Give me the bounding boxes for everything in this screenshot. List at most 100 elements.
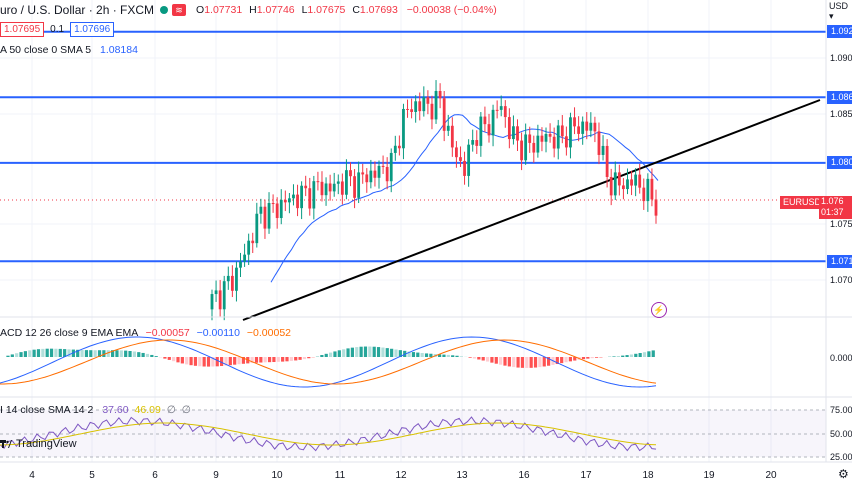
macd-histogram-bar (76, 349, 80, 357)
macd-histogram-bar (438, 354, 442, 357)
macd-histogram-bar (411, 352, 416, 357)
macd-histogram-bar (263, 357, 267, 363)
candle-body (279, 199, 283, 219)
macd-histogram-bar (6, 355, 10, 357)
macd-histogram-bar (390, 348, 394, 357)
buy-price-button[interactable]: 1.07696 (70, 22, 115, 37)
x-tick-label: 20 (765, 470, 777, 481)
candle-body (230, 275, 234, 291)
ohlc-values: O1.07731 H1.07746 L1.07675 C1.07693 −0.0… (196, 4, 497, 16)
candle-body (524, 134, 528, 161)
macd-histogram-bar (499, 357, 503, 365)
macd-histogram-bar (350, 347, 354, 357)
candle-body (540, 135, 544, 142)
macd-histogram-bar (555, 357, 559, 365)
tradingview-logo[interactable]: TradingView (0, 438, 77, 450)
macd-histogram-bar (629, 354, 634, 357)
macd-histogram-bar (58, 348, 62, 357)
macd-histogram-bar (372, 346, 376, 357)
macd-histogram-bar (124, 350, 128, 357)
macd-legend[interactable]: ACD 12 26 close 9 EMA EMA −0.00057 −0.00… (0, 327, 291, 339)
rsi-legend[interactable]: I 14 close SMA 14 2 37.60 46.09 ∅ ∅ (0, 404, 191, 416)
candle-body (520, 140, 523, 161)
macd-histogram-bar (220, 357, 224, 367)
macd-histogram-bar (512, 357, 516, 368)
macd-histogram-bar (254, 357, 259, 363)
sma-legend[interactable]: A 50 close 0 SMA 5 1.08184 (0, 44, 138, 56)
trend-line[interactable] (242, 99, 821, 321)
macd-histogram-bar (385, 348, 389, 357)
macd-histogram-bar (407, 351, 411, 357)
sell-price-button[interactable]: 1.07695 (0, 22, 45, 37)
macd-histogram-bar (581, 357, 586, 360)
candle-body (345, 170, 348, 195)
x-tick-label: 9 (213, 470, 219, 481)
symbol-title[interactable]: uro / U.S. Dollar · 2h · FXCM (0, 3, 155, 17)
macd-histogram-bar (233, 357, 237, 365)
x-tick-label: 12 (395, 470, 407, 481)
symbol-price-tag: EURUSD (780, 196, 825, 209)
current-price: 1.076 (821, 196, 844, 206)
macd-histogram-bar (49, 348, 54, 357)
currency-selector[interactable]: USD ▾ (829, 1, 852, 22)
macd-histogram-bar (363, 346, 368, 357)
candle-body (210, 294, 214, 310)
macd-histogram-bar (634, 353, 638, 357)
sma-path (270, 114, 659, 283)
macd-histogram-bar (211, 357, 215, 367)
ohlc-open: 1.07731 (204, 4, 243, 16)
macd-histogram-bar (647, 351, 651, 357)
macd-histogram-bar (398, 350, 402, 357)
candle-body (593, 122, 597, 132)
current-price-tag: 1.076 01:37 (819, 196, 852, 219)
macd-histogram-bar (573, 357, 577, 361)
horizontal-levels[interactable] (0, 30, 826, 263)
rsi-pane (0, 409, 826, 458)
x-tick-label: 5 (89, 470, 95, 481)
macd-histogram-bar (237, 357, 241, 365)
candle-body (336, 181, 340, 184)
candle-body (402, 108, 405, 149)
level-price-label: 1.086 (827, 90, 852, 104)
candle-body (353, 176, 356, 198)
trendline-path (242, 99, 821, 321)
candle-body (556, 125, 560, 149)
wave-icon[interactable]: ≋ (172, 4, 187, 16)
rsi-line (0, 416, 657, 452)
candle-body (577, 126, 581, 134)
macd-pane (0, 336, 657, 388)
gear-icon[interactable]: ⚙ (838, 467, 849, 481)
x-tick-label: 13 (456, 470, 468, 481)
tradingview-logo-icon (0, 440, 12, 448)
macd-histogram-bar (616, 356, 620, 357)
rsi-tick-label: 25.00 (830, 452, 852, 462)
x-tick-label: 17 (580, 470, 592, 481)
macd-legend-name: ACD 12 26 close 9 EMA EMA (0, 327, 138, 339)
rsi-ma-value: 46.09 (134, 404, 161, 416)
level-price-label: 1.092 (827, 25, 852, 39)
price-tick-label: 1.070 (830, 275, 852, 285)
sma-line (270, 114, 659, 283)
ohlc-change: −0.00038 (−0.04%) (406, 4, 497, 16)
sma-legend-value: 1.08184 (99, 44, 138, 56)
macd-histogram-bar (28, 350, 32, 357)
alert-icon[interactable]: ⚡ (651, 302, 667, 318)
macd-tick-label: 0.000 (830, 353, 852, 363)
candle-body (573, 117, 576, 127)
candle-body (581, 121, 585, 134)
candles (210, 80, 658, 321)
macd-histogram-bar (167, 357, 171, 360)
macd-histogram-bar (547, 357, 551, 366)
macd-histogram-bar (267, 357, 272, 363)
macd-histogram-bar (477, 357, 481, 360)
candle-body (630, 179, 633, 186)
candle-body (585, 121, 589, 131)
rsi-legend-name: I 14 close SMA 14 2 (0, 404, 94, 416)
macd-histogram-bar (106, 350, 110, 357)
macd-histogram-bar (93, 350, 97, 357)
candle-body (393, 145, 397, 153)
candle-body (552, 136, 556, 149)
macd-histogram-bar (115, 350, 119, 357)
macd-histogram-bar (333, 351, 337, 357)
